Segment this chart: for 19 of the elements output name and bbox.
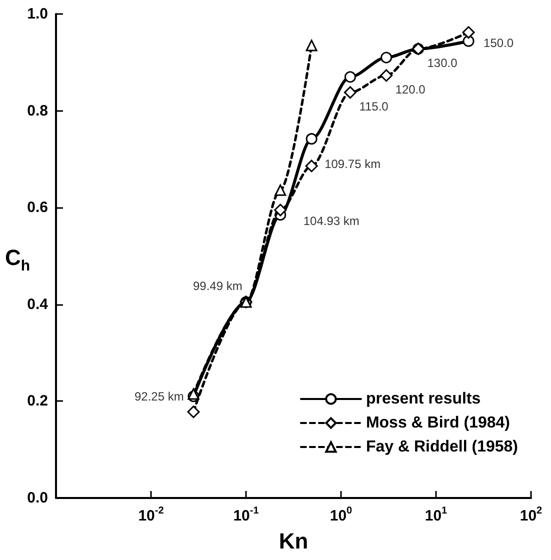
- legend-label: Fay & Riddell (1958): [366, 438, 518, 456]
- y-tick-label: 0.0: [27, 490, 48, 506]
- y-tick-label: 0.8: [27, 102, 48, 120]
- y-tick-label: 0.6: [27, 199, 48, 216]
- annotation: 92.25 km: [134, 389, 184, 404]
- annotation: 109.75 km: [324, 156, 381, 171]
- x-axis-title: Kn: [278, 528, 308, 554]
- y-axis-title: C$_{h}$: [5, 245, 30, 274]
- legend-label: present results: [366, 390, 481, 408]
- annotation: 115.0: [359, 99, 389, 114]
- annotation: 130.0: [427, 56, 458, 70]
- annotation: 104.93 km: [303, 214, 360, 228]
- annotation: 150.0: [484, 36, 514, 50]
- y-tick-label: 0.2: [27, 392, 48, 410]
- legend-label: Moss & Bird (1984): [366, 414, 510, 432]
- annotation: 99.49 km: [193, 278, 242, 293]
- annotation: 120.0: [395, 82, 426, 96]
- y-tick-label: 0.4: [27, 296, 49, 313]
- y-tick-label: 1.0: [27, 6, 48, 22]
